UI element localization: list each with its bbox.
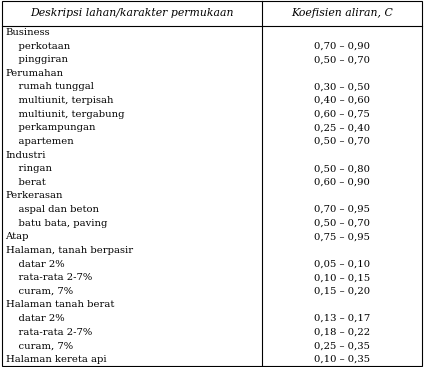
Text: berat: berat <box>6 178 45 187</box>
Text: Deskripsi lahan/karakter permukaan: Deskripsi lahan/karakter permukaan <box>30 8 234 18</box>
Text: Koefisien aliran, C: Koefisien aliran, C <box>291 8 393 18</box>
Text: 0,15 – 0,20: 0,15 – 0,20 <box>314 287 370 296</box>
Text: Atap: Atap <box>6 232 29 241</box>
Text: 0,10 – 0,35: 0,10 – 0,35 <box>314 355 370 364</box>
Text: multiunit, terpisah: multiunit, terpisah <box>6 96 113 105</box>
Text: rata-rata 2-7%: rata-rata 2-7% <box>6 328 92 337</box>
Text: rumah tunggal: rumah tunggal <box>6 83 93 91</box>
Text: 0,25 – 0,40: 0,25 – 0,40 <box>314 123 370 132</box>
Text: 0,70 – 0,90: 0,70 – 0,90 <box>314 41 370 51</box>
Text: batu bata, paving: batu bata, paving <box>6 219 107 228</box>
Text: perkotaan: perkotaan <box>6 41 70 51</box>
Text: perkampungan: perkampungan <box>6 123 95 132</box>
Text: 0,30 – 0,50: 0,30 – 0,50 <box>314 83 370 91</box>
Text: ringan: ringan <box>6 164 51 173</box>
Text: 0,70 – 0,95: 0,70 – 0,95 <box>314 205 370 214</box>
Text: 0,50 – 0,70: 0,50 – 0,70 <box>314 219 370 228</box>
Text: curam, 7%: curam, 7% <box>6 341 73 350</box>
Text: Industri: Industri <box>6 150 46 160</box>
Text: 0,60 – 0,75: 0,60 – 0,75 <box>314 110 370 119</box>
Text: multiunit, tergabung: multiunit, tergabung <box>6 110 124 119</box>
Text: 0,50 – 0,70: 0,50 – 0,70 <box>314 55 370 64</box>
Text: Perkerasan: Perkerasan <box>6 192 63 200</box>
Text: Perumahan: Perumahan <box>6 69 64 78</box>
Text: apartemen: apartemen <box>6 137 73 146</box>
Text: rata-rata 2-7%: rata-rata 2-7% <box>6 273 92 282</box>
Text: 0,10 – 0,15: 0,10 – 0,15 <box>314 273 370 282</box>
Text: 0,60 – 0,90: 0,60 – 0,90 <box>314 178 370 187</box>
Text: 0,25 – 0,35: 0,25 – 0,35 <box>314 341 370 350</box>
Text: 0,50 – 0,70: 0,50 – 0,70 <box>314 137 370 146</box>
Text: Business: Business <box>6 28 50 37</box>
Text: pinggiran: pinggiran <box>6 55 67 64</box>
Text: 0,75 – 0,95: 0,75 – 0,95 <box>314 232 370 241</box>
Text: Halaman tanah berat: Halaman tanah berat <box>6 301 114 309</box>
Text: 0,40 – 0,60: 0,40 – 0,60 <box>314 96 370 105</box>
Text: aspal dan beton: aspal dan beton <box>6 205 98 214</box>
Text: 0,13 – 0,17: 0,13 – 0,17 <box>314 314 370 323</box>
Text: 0,50 – 0,80: 0,50 – 0,80 <box>314 164 370 173</box>
Text: 0,05 – 0,10: 0,05 – 0,10 <box>314 259 370 269</box>
Text: Halaman, tanah berpasir: Halaman, tanah berpasir <box>6 246 133 255</box>
Text: curam, 7%: curam, 7% <box>6 287 73 296</box>
Text: 0,18 – 0,22: 0,18 – 0,22 <box>314 328 370 337</box>
Text: Halaman kereta api: Halaman kereta api <box>6 355 106 364</box>
Text: datar 2%: datar 2% <box>6 259 64 269</box>
Text: datar 2%: datar 2% <box>6 314 64 323</box>
